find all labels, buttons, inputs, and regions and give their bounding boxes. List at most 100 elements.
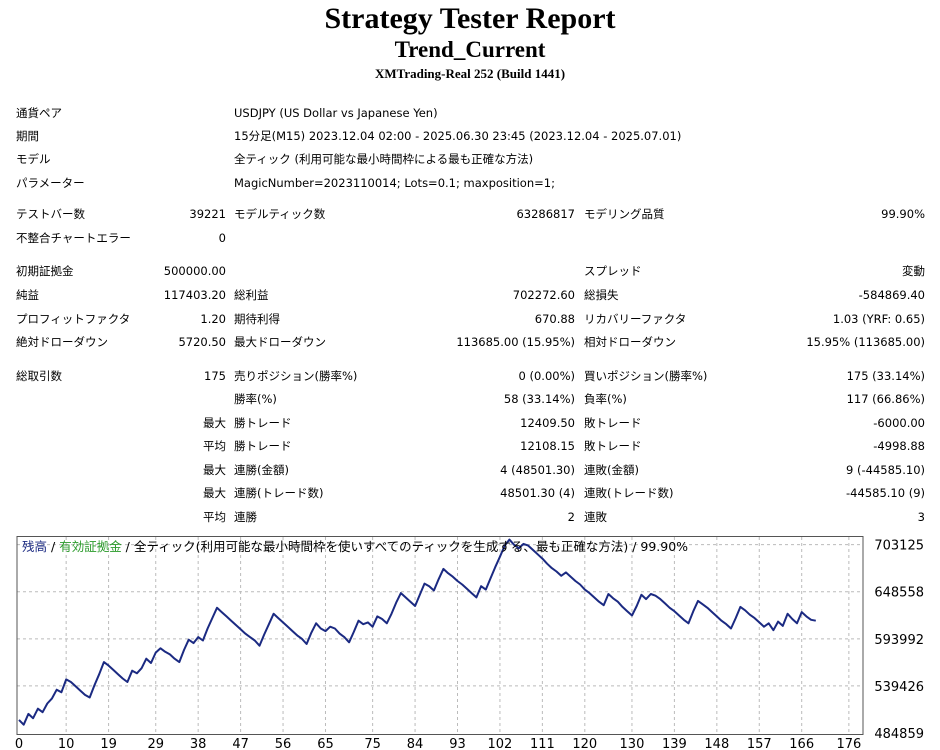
stat-value: 99.90% (881, 207, 925, 221)
stat-value: 175 (204, 369, 226, 383)
stats-row-cons-amount: 最大 連勝(金額) 4 (48501.30) 連敗(金額) 9 (-44585.… (0, 461, 940, 479)
stat-value: 15.95% (113685.00) (806, 335, 925, 349)
stat-value: 12108.15 (520, 439, 575, 453)
stat-value: 175 (33.14%) (846, 369, 925, 383)
stats-row-cons-trades: 最大 連勝(トレード数) 48501.30 (4) 連敗(トレード数) -445… (0, 484, 940, 502)
stat-prefix: 最大 (203, 463, 226, 477)
stats-row-winrate: 勝率(%) 58 (33.14%) 負率(%) 117 (66.86%) (0, 390, 940, 408)
stat-label: 敗トレード (584, 439, 642, 453)
legend-description: / 全ティック(利用可能な最小時間枠を使いすべてのティックを生成する、最も正確な… (122, 539, 688, 554)
report-title: Strategy Tester Report (324, 2, 616, 35)
stat-value: 2 (567, 510, 575, 524)
stat-label: 純益 (16, 288, 39, 302)
stat-label: 初期証拠金 (16, 264, 74, 278)
stat-prefix: 平均 (203, 439, 226, 453)
stat-value: 1.03 (YRF: 0.65) (832, 312, 925, 326)
stat-value: 117 (66.86%) (846, 392, 925, 406)
stat-label: 連敗 (584, 510, 607, 524)
stat-value: 63286817 (516, 207, 575, 221)
stats-row-drawdown: 絶対ドローダウン 5720.50 最大ドローダウン 113685.00 (15.… (0, 333, 940, 351)
x-tick-label: 130 (620, 737, 645, 750)
x-tick-label: 157 (747, 737, 772, 750)
stat-label: 勝率(%) (234, 392, 277, 406)
stat-value: 117403.20 (163, 288, 226, 302)
stat-value: 変動 (902, 264, 925, 278)
stat-label: 連敗(金額) (584, 463, 639, 477)
stat-label: 勝トレード (234, 416, 292, 430)
stat-label: 連勝(トレード数) (234, 486, 324, 500)
stat-label: テストバー数 (16, 207, 85, 221)
info-label: モデル (16, 152, 51, 166)
stats-row-errors: 不整合チャートエラー 0 (0, 229, 940, 247)
stat-label: 敗トレード (584, 416, 642, 430)
stat-value: -4998.88 (873, 439, 925, 453)
expert-name: Trend_Current (394, 37, 546, 62)
x-tick-label: 0 (15, 737, 23, 750)
stat-value: -6000.00 (873, 416, 925, 430)
y-tick-label: 648558 (874, 586, 924, 601)
stat-value: 1.20 (200, 312, 226, 326)
y-tick-label: 703125 (874, 539, 924, 554)
stat-label: モデルティック数 (234, 207, 326, 221)
stat-prefix: 最大 (203, 416, 226, 430)
stats-row-trades: 総取引数 175 売りポジション(勝率%) 0 (0.00%) 買いポジション(… (0, 367, 940, 385)
stats-row-bars: テストバー数 39221 モデルティック数 63286817 モデリング品質 9… (0, 205, 940, 223)
y-tick-label: 539426 (874, 680, 924, 695)
x-tick-label: 56 (275, 737, 292, 750)
stats-row-deposit: 初期証拠金 500000.00 スプレッド 変動 (0, 262, 940, 280)
y-tick-label: 593992 (874, 633, 924, 648)
y-tick-label: 484859 (874, 727, 924, 742)
balance-chart: 484859 539426 593992 648558 703125 0 10 19 29 38… (14, 536, 940, 750)
info-label: パラメーター (16, 176, 85, 190)
stats-row-factor: プロフィットファクタ 1.20 期待利得 670.88 リカバリーファクタ 1.… (0, 310, 940, 328)
stats-row-profit: 純益 117403.20 総利益 702272.60 総損失 -584869.4… (0, 286, 940, 304)
stat-label: 負率(%) (584, 392, 627, 406)
stat-value: 12409.50 (520, 416, 575, 430)
info-row-period: 期間 15分足(M15) 2023.12.04 02:00 - 2025.06.… (0, 127, 940, 145)
stat-label: リカバリーファクタ (584, 312, 687, 326)
x-tick-label: 111 (530, 737, 555, 750)
stat-value: 4 (48501.30) (500, 463, 575, 477)
stat-prefix: 最大 (203, 486, 226, 500)
stats-row-largest: 最大 勝トレード 12409.50 敗トレード -6000.00 (0, 414, 940, 432)
stat-value: 0 (0.00%) (518, 369, 575, 383)
x-tick-label: 65 (317, 737, 334, 750)
info-value: 15分足(M15) 2023.12.04 02:00 - 2025.06.30 … (234, 129, 682, 143)
stat-value: 5720.50 (178, 335, 226, 349)
stat-label: 相対ドローダウン (584, 335, 676, 349)
info-row-parameters: パラメーター MagicNumber=2023110014; Lots=0.1;… (0, 174, 940, 192)
info-row-symbol: 通貨ペア USDJPY (US Dollar vs Japanese Yen) (0, 104, 940, 122)
legend-balance: 残高 (22, 539, 47, 554)
series-layer (18, 538, 816, 726)
stat-label: 買いポジション(勝率%) (584, 369, 708, 383)
stat-value: 670.88 (534, 312, 575, 326)
stat-value: 500000.00 (163, 264, 226, 278)
x-tick-label: 148 (704, 737, 729, 750)
x-tick-label: 176 (836, 737, 861, 750)
stat-label: 連勝 (234, 510, 257, 524)
stat-value: 702272.60 (512, 288, 575, 302)
info-row-model: モデル 全ティック (利用可能な最小時間枠による最も正確な方法) (0, 150, 940, 168)
x-tick-label: 166 (789, 737, 814, 750)
x-tick-label: 19 (100, 737, 117, 750)
stats-row-average: 平均 勝トレード 12108.15 敗トレード -4998.88 (0, 437, 940, 455)
stat-value: -584869.40 (858, 288, 925, 302)
chart-legend: 残高 / 有効証拠金 / 全ティック(利用可能な最小時間枠を使いすべてのティック… (22, 539, 688, 554)
stat-label: 連勝(金額) (234, 463, 289, 477)
stat-label: 総利益 (234, 288, 269, 302)
stat-value: 39221 (189, 207, 226, 221)
x-tick-label: 38 (190, 737, 207, 750)
stat-value: 0 (218, 231, 226, 245)
stat-label: 連敗(トレード数) (584, 486, 674, 500)
x-tick-label: 102 (488, 737, 513, 750)
x-tick-label: 93 (449, 737, 466, 750)
x-tick-label: 47 (232, 737, 249, 750)
x-tick-label: 10 (58, 737, 75, 750)
stat-value: 113685.00 (15.95%) (456, 335, 575, 349)
x-tick-label: 139 (662, 737, 687, 750)
stat-value: 48501.30 (4) (500, 486, 575, 500)
grid-layer (17, 537, 863, 734)
stat-label: 期待利得 (234, 312, 280, 326)
stat-value: -44585.10 (9) (846, 486, 925, 500)
stat-label: 勝トレード (234, 439, 292, 453)
